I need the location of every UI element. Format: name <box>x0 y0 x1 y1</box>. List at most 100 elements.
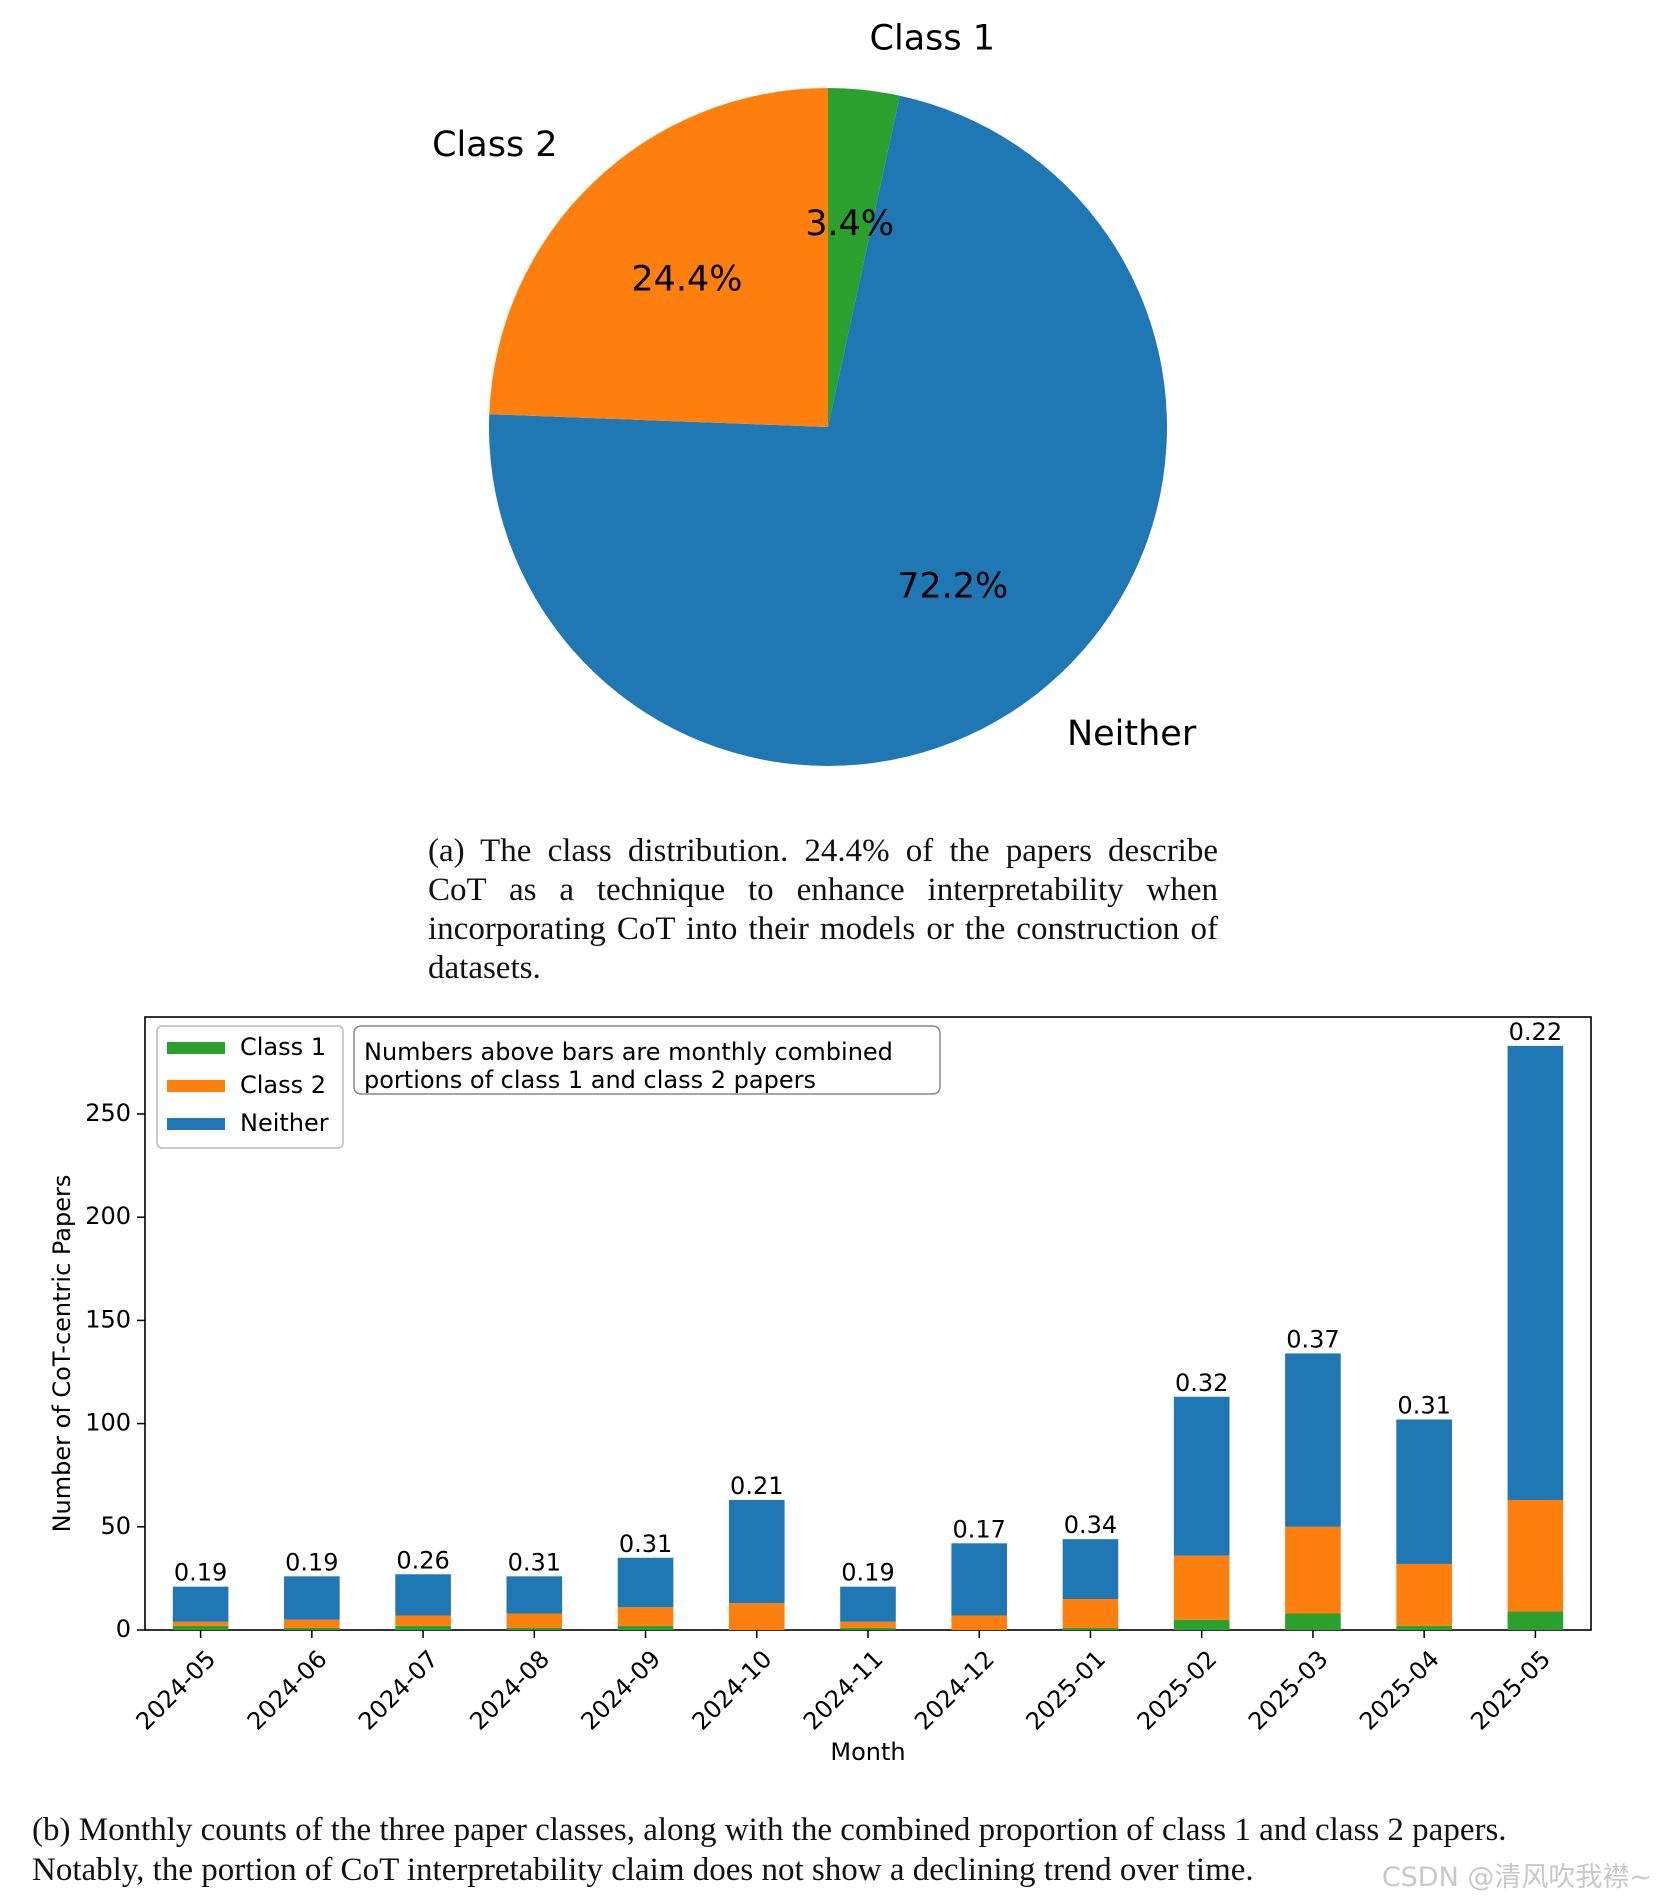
x-tick-label: 2024-09 <box>576 1645 667 1736</box>
bar-class-1 <box>1507 1611 1564 1630</box>
bar-neither <box>506 1576 563 1614</box>
legend-swatch <box>167 1080 225 1092</box>
bar-class-1 <box>172 1625 229 1630</box>
bar-value-label: 0.19 <box>174 1559 227 1587</box>
pie-label: Neither <box>1067 714 1197 754</box>
bar-neither <box>1062 1539 1119 1600</box>
bar-class-2 <box>951 1615 1008 1630</box>
pie-label: Class 2 <box>432 125 557 165</box>
bar-value-label: 0.32 <box>1175 1369 1228 1397</box>
pie-label: Class 1 <box>870 18 995 58</box>
bar-class-2 <box>284 1619 340 1628</box>
x-tick-label: 2024-06 <box>242 1645 333 1736</box>
legend-label: Neither <box>240 1109 329 1137</box>
bar-neither <box>617 1557 674 1608</box>
y-tick-label: 150 <box>85 1305 131 1333</box>
x-tick-label: 2024-10 <box>687 1645 778 1736</box>
pie-chart: Class 1 3.4% Neither 72.2% Class 2 24.4% <box>432 18 1197 766</box>
legend-swatch <box>167 1042 225 1054</box>
caption-b: (b) Monthly counts of the three paper cl… <box>32 1810 1652 1890</box>
bar-class-2 <box>1396 1563 1452 1626</box>
annotation: Numbers above bars are monthly combinedp… <box>353 1025 941 1095</box>
bar-class-1 <box>1285 1613 1341 1630</box>
bar-value-label: 0.37 <box>1286 1325 1339 1353</box>
x-tick-label: 2025-03 <box>1243 1645 1334 1736</box>
annotation-line: Numbers above bars are monthly combined <box>364 1038 893 1066</box>
bar-value-label: 0.22 <box>1509 1018 1562 1046</box>
legend-label: Class 1 <box>240 1033 326 1061</box>
x-tick-label: 2025-01 <box>1020 1645 1111 1736</box>
bar-value-label: 0.31 <box>508 1548 561 1576</box>
pie-pct-label: 3.4% <box>805 204 894 244</box>
bar-class-1 <box>1396 1625 1452 1630</box>
x-tick-label: 2025-02 <box>1132 1645 1223 1736</box>
pie-slice-class-1 <box>828 88 900 427</box>
bar-class-1 <box>1062 1627 1119 1630</box>
bar-class-2 <box>728 1603 785 1630</box>
bar-class-1 <box>395 1625 451 1630</box>
caption-b-line-2: Notably, the portion of CoT interpretabi… <box>32 1852 1254 1888</box>
bar-class-2 <box>1285 1526 1341 1614</box>
bar-neither <box>1507 1045 1564 1500</box>
x-tick-label: 2025-04 <box>1354 1645 1445 1736</box>
pie-slice-class-2 <box>489 88 828 427</box>
x-tick-label: 2024-12 <box>909 1645 1000 1736</box>
bar-neither <box>728 1499 785 1604</box>
bar-class-2 <box>617 1607 674 1626</box>
x-tick-label: 2025-05 <box>1465 1645 1556 1736</box>
caption-a: (a) The class distribution. 24.4% of the… <box>428 833 1218 986</box>
x-tick-label: 2024-11 <box>798 1645 889 1736</box>
legend-swatch <box>167 1118 225 1130</box>
bar-class-2 <box>395 1615 451 1626</box>
bar-class-1 <box>284 1627 340 1630</box>
bar-class-2 <box>1173 1555 1230 1620</box>
legend-label: Class 2 <box>240 1071 326 1099</box>
bar-value-label: 0.34 <box>1064 1511 1117 1539</box>
plot-frame <box>144 1016 1592 1631</box>
legend-box <box>156 1025 344 1149</box>
y-axis-label: Number of CoT-centric Papers <box>48 1175 76 1533</box>
y-tick-label: 200 <box>85 1202 131 1230</box>
bar-class-1 <box>840 1627 896 1630</box>
y-tick-label: 50 <box>100 1512 131 1540</box>
caption-b-line-1: (b) Monthly counts of the three paper cl… <box>32 1812 1507 1848</box>
bar-value-label: 0.17 <box>953 1515 1006 1543</box>
x-tick-label: 2024-05 <box>131 1645 222 1736</box>
bar-value-label: 0.19 <box>285 1548 338 1576</box>
watermark: CSDN @清风吹我襟~ <box>1381 1862 1652 1893</box>
y-tick-label: 250 <box>85 1099 131 1127</box>
bar-neither <box>284 1576 340 1620</box>
bar-value-label: 0.31 <box>619 1530 672 1558</box>
bar-neither <box>951 1543 1008 1616</box>
bar-value-label: 0.26 <box>396 1546 449 1574</box>
bar-class-2 <box>840 1621 896 1628</box>
stacked-bar-chart: 0 50 100 150 200 250 Number of CoT-centric Pap… <box>48 1016 1592 1766</box>
annotation-box <box>353 1025 941 1095</box>
legend: Class 1 Class 2 Neither <box>156 1025 344 1149</box>
bar-neither <box>172 1586 229 1622</box>
bar-neither <box>395 1574 451 1616</box>
pie-slice-neither <box>488 95 1167 766</box>
bar-value-label: 0.31 <box>1397 1391 1450 1419</box>
x-tick-label: 2024-07 <box>353 1645 444 1736</box>
pie-pct-label: 24.4% <box>631 259 742 299</box>
x-tick-label: 2024-08 <box>464 1645 555 1736</box>
bar-class-1 <box>617 1625 674 1630</box>
bar-class-2 <box>172 1621 229 1626</box>
annotation-line: portions of class 1 and class 2 papers <box>364 1066 816 1094</box>
bar-neither <box>1396 1419 1452 1564</box>
bar-class-1 <box>1173 1619 1230 1630</box>
bar-neither <box>1285 1353 1341 1527</box>
bar-neither <box>1173 1396 1230 1556</box>
pie-pct-label: 72.2% <box>897 567 1008 607</box>
x-axis-label: Month <box>830 1738 905 1766</box>
bar-value-label: 0.19 <box>841 1559 894 1587</box>
bar-value-label: 0.21 <box>730 1472 783 1500</box>
bar-neither <box>840 1586 896 1622</box>
bar-class-2 <box>1507 1499 1564 1612</box>
bar-class-2 <box>506 1613 563 1628</box>
bar-class-1 <box>506 1627 563 1630</box>
y-tick-label: 100 <box>85 1409 131 1437</box>
bar-class-2 <box>1062 1599 1119 1628</box>
